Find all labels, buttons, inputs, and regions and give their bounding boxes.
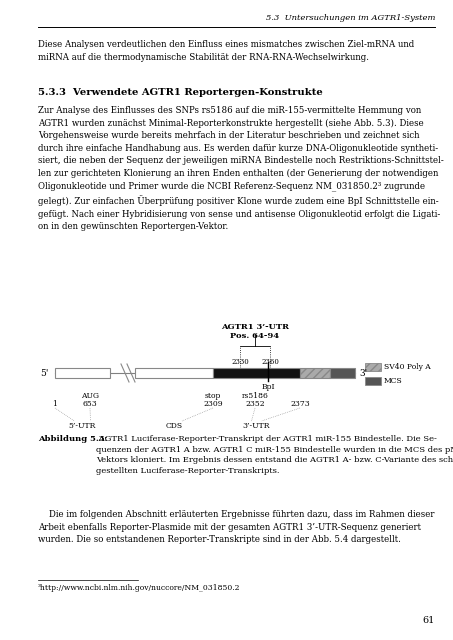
Text: AGTR1 3’-UTR: AGTR1 3’-UTR [221, 323, 289, 331]
Text: 2360: 2360 [261, 358, 279, 366]
Bar [213, 368, 300, 378]
Text: ³http://www.ncbi.nlm.nih.gov/nuccore/NM_031850.2: ³http://www.ncbi.nlm.nih.gov/nuccore/NM_… [38, 584, 241, 592]
Text: Die im folgenden Abschnitt erläuterten Ergebnisse führten dazu, dass im Rahmen d: Die im folgenden Abschnitt erläuterten E… [38, 510, 434, 544]
Text: 2373: 2373 [290, 400, 310, 408]
Text: 3’-UTR: 3’-UTR [243, 422, 270, 430]
Text: 61: 61 [423, 616, 435, 625]
Text: CDS: CDS [165, 422, 183, 430]
Text: MCS: MCS [384, 377, 403, 385]
Text: stop: stop [205, 392, 221, 400]
Bar [300, 368, 330, 378]
Bar [330, 368, 355, 378]
Text: Zur Analyse des Einflusses des SNPs rs5186 auf die miR-155-vermittelte Hemmung v: Zur Analyse des Einflusses des SNPs rs51… [38, 106, 444, 232]
Text: 2330: 2330 [231, 358, 249, 366]
Text: Pos. 64-94: Pos. 64-94 [231, 332, 280, 340]
Text: 5.3.3  Verwendete AGTR1 Reportergen-Konstrukte: 5.3.3 Verwendete AGTR1 Reportergen-Konst… [38, 88, 323, 97]
Text: 1: 1 [53, 400, 58, 408]
Text: 5': 5' [41, 369, 49, 378]
Text: SV40 Poly A: SV40 Poly A [384, 363, 431, 371]
Bar [135, 368, 213, 378]
Text: AUG: AUG [81, 392, 99, 400]
Text: 5.3  Untersuchungen im AGTR1-System: 5.3 Untersuchungen im AGTR1-System [265, 14, 435, 22]
Text: 5’-UTR: 5’-UTR [69, 422, 96, 430]
Text: Diese Analysen verdeutlichen den Einfluss eines mismatches zwischen Ziel-mRNA un: Diese Analysen verdeutlichen den Einflus… [38, 40, 414, 61]
Text: BpI: BpI [261, 383, 275, 391]
Bar [55, 368, 110, 378]
Text: 2309: 2309 [203, 400, 223, 408]
Text: AGTR1 Luciferase-Reporter-Transkript der AGTR1 miR-155 Bindestelle. Die Se-
quen: AGTR1 Luciferase-Reporter-Transkript der… [96, 435, 453, 475]
Text: 2352: 2352 [245, 400, 265, 408]
Text: 3': 3' [359, 369, 367, 378]
Text: Abbildung 5.3:: Abbildung 5.3: [38, 435, 108, 443]
Text: 653: 653 [82, 400, 97, 408]
Bar [365, 377, 381, 385]
Bar [365, 363, 381, 371]
Text: rs5186: rs5186 [241, 392, 269, 400]
